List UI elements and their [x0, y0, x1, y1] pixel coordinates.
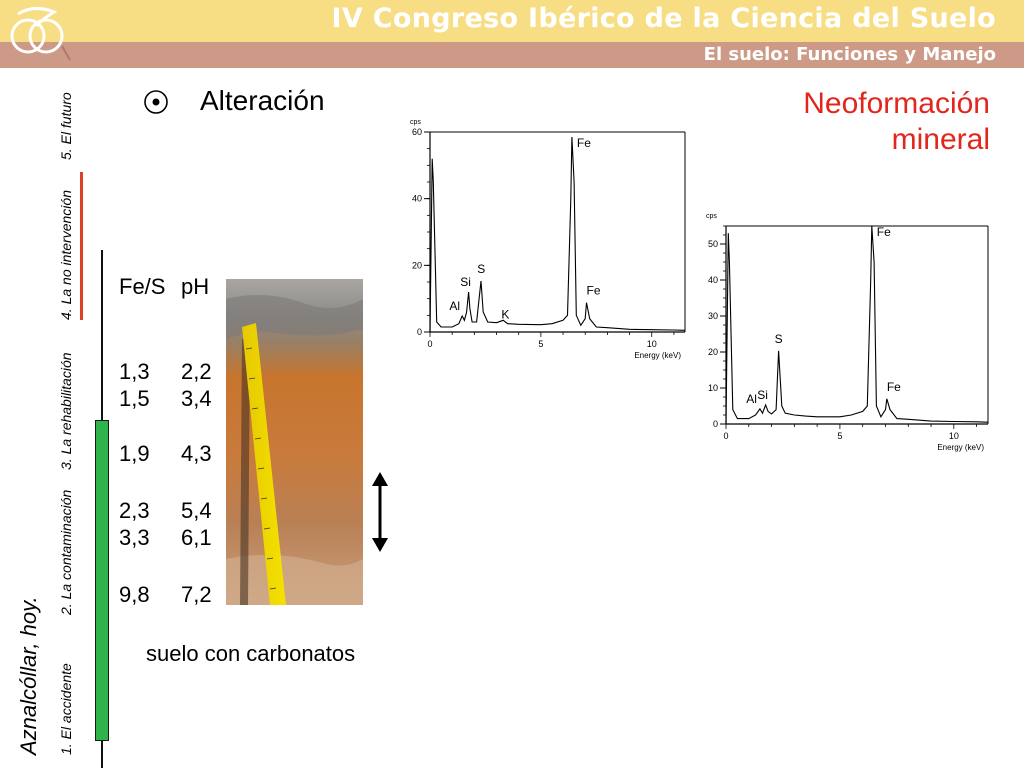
x-tick-label: 0 [723, 431, 728, 441]
sidebar-progress-bar [95, 420, 109, 741]
y-tick-label: 40 [412, 194, 422, 204]
y-tick-label: 40 [708, 275, 718, 285]
conference-logo-icon [10, 7, 71, 61]
y-tick-label: 50 [708, 239, 718, 249]
conference-subtitle: El suelo: Funciones y Manejo [703, 44, 996, 65]
y-tick-label: 20 [708, 347, 718, 357]
table-cell-fes: 1,9 [119, 441, 150, 466]
peak-label-fe: Fe [587, 284, 601, 298]
table-header-fes: Fe/S [119, 274, 166, 299]
table-header-ph: pH [181, 274, 210, 299]
highlight-line-2: mineral [891, 123, 990, 156]
sidebar-item-la-contaminacion[interactable]: 2. La contaminación [58, 489, 74, 615]
highlight-line-1: Neoformación [803, 87, 990, 120]
header-band-top [0, 0, 1024, 42]
peak-label-fe: Fe [887, 380, 901, 394]
peak-label-si: Si [757, 388, 768, 402]
sidebar-item-la-no-intervencion[interactable]: 4. La no intervención [58, 190, 74, 320]
x-axis-label: Energy (keV) [634, 351, 681, 360]
table-cell-fes: 3,3 [119, 525, 150, 550]
spectrum-line [429, 136, 686, 333]
x-tick-label: 10 [949, 431, 959, 441]
highlight-heading: Neoformación mineral [803, 86, 990, 158]
y-tick-label: 30 [708, 311, 718, 321]
sidebar-active-marker [80, 172, 83, 320]
table-cell-fes: 9,8 [119, 582, 150, 607]
peak-label-k: K [501, 307, 509, 321]
table-cell-ph: 6,1 [181, 525, 212, 550]
x-tick-label: 10 [647, 339, 657, 349]
table-cell-ph: 2,2 [181, 359, 212, 384]
sidebar-item-el-futuro[interactable]: 5. El futuro [58, 92, 74, 160]
y-tick-label: 0 [417, 327, 422, 337]
header-band-bottom [0, 42, 1024, 68]
peak-label-s: S [477, 262, 485, 276]
y-tick-label: 0 [713, 419, 718, 429]
y-tick-label: 60 [412, 127, 422, 137]
peak-label-s: S [775, 332, 783, 346]
table-cell-fes: 1,3 [119, 359, 150, 384]
soil-profile-photo [226, 279, 363, 605]
x-tick-label: 5 [538, 339, 543, 349]
peak-label-si: Si [460, 275, 471, 289]
peak-label-fe: Fe [877, 225, 891, 239]
sidebar-item-el-accidente[interactable]: 1. El accidente [58, 663, 74, 755]
table-cell-fes: 2,3 [119, 498, 150, 523]
table-cell-fes: 1,5 [119, 386, 150, 411]
y-axis-label: cps [706, 213, 717, 220]
conference-title: IV Congreso Ibérico de la Ciencia del Su… [331, 3, 996, 34]
y-tick-label: 20 [412, 260, 422, 270]
y-axis-label: cps [410, 119, 421, 126]
table-cell-ph: 5,4 [181, 498, 212, 523]
table-cell-ph: 4,3 [181, 441, 212, 466]
y-tick-label: 10 [708, 383, 718, 393]
table-cell-ph: 7,2 [181, 582, 212, 607]
spectrum-line [725, 225, 989, 425]
circled-dot-icon [144, 90, 168, 114]
double-arrow-icon [372, 472, 388, 552]
x-tick-label: 0 [427, 339, 432, 349]
x-axis-label: Energy (keV) [937, 443, 984, 452]
x-tick-label: 5 [837, 431, 842, 441]
sidebar-item-la-rehabilitacion[interactable]: 3. La rehabilitación [58, 352, 74, 470]
table-cell-ph: 3,4 [181, 386, 212, 411]
sidebar-tagline: Aznalcóllar, hoy. [16, 596, 41, 755]
peak-label-al: Al [449, 299, 460, 313]
section-title: Alteración [200, 85, 325, 116]
soil-caption: suelo con carbonatos [146, 641, 356, 666]
peak-label-fe: Fe [577, 136, 591, 150]
peak-label-al: Al [746, 392, 757, 406]
